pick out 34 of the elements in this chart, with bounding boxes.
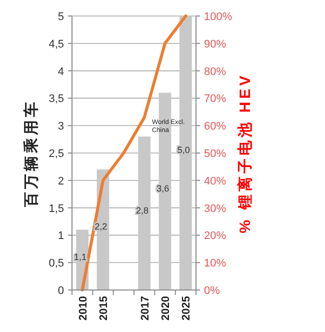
y2-tick-label: 60% (204, 120, 226, 133)
y-axis-title: 百万辆乘用车 (22, 99, 40, 208)
y-tick-label: 4,5 (48, 38, 64, 50)
y-tick-label: 1 (58, 230, 64, 242)
data-label: 3,6 (156, 183, 170, 194)
y2-tick-label: 20% (204, 230, 226, 242)
x-tick-label: 2010 (77, 296, 90, 320)
x-tick-label: 2020 (160, 296, 172, 320)
x-tick-label: 2017 (139, 296, 152, 320)
y2-tick-label: 100% (204, 11, 232, 23)
data-label: 5,0 (177, 145, 190, 155)
data-label: 1,1 (74, 252, 87, 262)
y2-tick-label: 0% (204, 285, 220, 297)
y-tick-label: 3 (58, 120, 64, 133)
y-tick-label: 4 (58, 66, 64, 78)
y-tick-label: 2 (58, 175, 64, 188)
bar (138, 136, 151, 290)
y-tick-label: 1,5 (48, 202, 64, 215)
y2-axis-title: % 锂离子电池 HEV (236, 72, 254, 234)
y2-tick-label: 30% (204, 202, 226, 215)
x-tick-label: 2015 (98, 296, 110, 320)
x-tick-label: 2025 (180, 296, 193, 320)
y-tick-label: 0,5 (48, 258, 64, 270)
y-tick-label: 5 (58, 11, 64, 23)
y2-tick-label: 80% (204, 66, 226, 78)
y-tick-label: 3,5 (48, 93, 64, 106)
data-label: 2,8 (136, 205, 149, 216)
y2-tick-label: 90% (204, 38, 226, 50)
y2-tick-label: 40% (204, 175, 226, 188)
y2-tick-label: 50% (204, 148, 226, 160)
y2-tick-label: 10% (204, 258, 226, 270)
y-tick-label: 0 (58, 285, 64, 297)
y-tick-label: 2,5 (48, 148, 64, 160)
y2-tick-label: 70% (204, 93, 226, 106)
